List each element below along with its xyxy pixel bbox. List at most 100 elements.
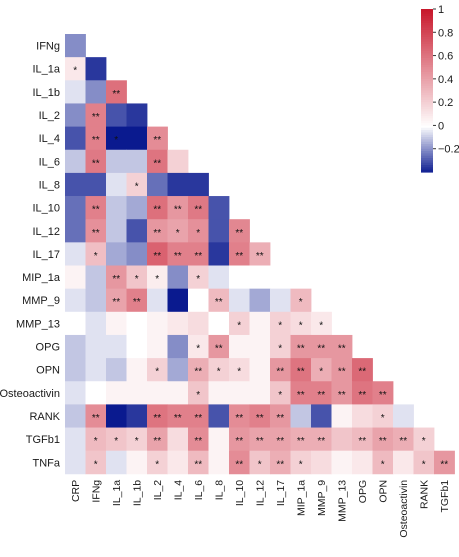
heatmap-cell xyxy=(126,311,148,336)
heatmap-cell xyxy=(167,358,189,382)
heatmap-cell xyxy=(65,196,86,220)
heatmap-cell xyxy=(270,265,291,290)
significance-marker: * xyxy=(278,344,282,355)
heatmap-cell xyxy=(270,334,291,359)
column-label: IL_8 xyxy=(214,480,226,501)
heatmap-cell xyxy=(208,196,230,220)
colorbar-segment xyxy=(421,41,433,45)
significance-marker: ** xyxy=(92,158,100,169)
colorbar-segment xyxy=(421,102,433,106)
heatmap-cell xyxy=(65,219,86,243)
heatmap-cell xyxy=(311,450,332,475)
column-label: MMP_9 xyxy=(316,480,328,516)
colorbar-tick-label: 0.2 xyxy=(438,97,453,109)
significance-marker: * xyxy=(94,459,98,470)
heatmap-cell xyxy=(65,57,86,81)
colorbar-segment xyxy=(421,92,433,96)
colorbar-segment xyxy=(421,99,433,103)
significance-marker: ** xyxy=(194,413,202,424)
heatmap-cell xyxy=(290,311,312,336)
heatmap-cell xyxy=(208,358,230,382)
colorbar-segment xyxy=(421,53,433,57)
significance-marker: ** xyxy=(276,459,284,470)
significance-marker: ** xyxy=(317,436,325,447)
colorbar-segment xyxy=(421,27,433,31)
column-label: IFNg xyxy=(91,480,103,503)
significance-marker: ** xyxy=(153,251,161,262)
colorbar-segment xyxy=(421,67,433,71)
heatmap-cell xyxy=(208,334,230,359)
heatmap-cell xyxy=(126,242,148,266)
heatmap-cell xyxy=(85,288,107,313)
heatmap-cell xyxy=(188,334,209,359)
heatmap-cell xyxy=(106,242,127,266)
heatmap-cell xyxy=(413,427,435,452)
heatmap-cell xyxy=(208,219,230,243)
colorbar-segment xyxy=(421,151,433,154)
colorbar-segment xyxy=(421,113,433,117)
column-label: IL_4 xyxy=(173,480,185,501)
heatmap-cell xyxy=(311,334,332,359)
column-label: IL_2 xyxy=(152,480,164,501)
heatmap-cell xyxy=(331,404,353,428)
heatmap-cell xyxy=(188,288,209,313)
significance-marker: ** xyxy=(194,436,202,447)
significance-marker: * xyxy=(196,228,200,239)
heatmap-cell xyxy=(393,427,414,452)
heatmap-cell xyxy=(290,334,312,359)
significance-marker: * xyxy=(114,436,118,447)
colorbar-segment xyxy=(421,15,433,19)
significance-marker: * xyxy=(217,367,221,378)
row-label: TNFa xyxy=(33,457,61,469)
heatmap-cell xyxy=(65,34,86,58)
significance-marker: ** xyxy=(297,436,305,447)
colorbar-segment xyxy=(421,39,433,43)
heatmap-cell xyxy=(106,288,127,313)
heatmap-cell xyxy=(167,219,189,243)
significance-marker: * xyxy=(237,320,241,331)
heatmap-cell xyxy=(393,450,414,475)
heatmap-cell xyxy=(167,450,189,475)
heatmap-cell xyxy=(352,358,373,382)
significance-marker: ** xyxy=(235,228,243,239)
heatmap-cell xyxy=(229,242,250,266)
heatmap-cell xyxy=(65,334,86,359)
colorbar-segment xyxy=(421,165,433,168)
colorbar-tick-label: −0.2 xyxy=(438,144,459,156)
colorbar-segment xyxy=(421,90,433,94)
significance-marker: ** xyxy=(92,112,100,123)
colorbar-segment xyxy=(421,85,433,89)
row-label: IL_1b xyxy=(32,87,60,99)
column-label: TGFb1 xyxy=(439,480,451,513)
heatmap-cell xyxy=(311,381,332,405)
significance-marker: ** xyxy=(194,459,202,470)
heatmap-cell xyxy=(188,265,209,290)
colorbar-segment xyxy=(421,25,433,29)
significance-marker: ** xyxy=(256,436,264,447)
row-label: Osteoactivin xyxy=(0,388,60,400)
row-label: MMP_9 xyxy=(22,295,60,307)
significance-marker: * xyxy=(278,320,282,331)
colorbar-segment xyxy=(421,78,433,82)
colorbar-segment xyxy=(421,46,433,50)
significance-marker: * xyxy=(299,297,303,308)
heatmap-cell xyxy=(229,450,250,475)
significance-marker: ** xyxy=(215,297,223,308)
heatmap-cell xyxy=(249,427,271,452)
heatmap-cell xyxy=(106,172,127,197)
heatmap-cell xyxy=(229,358,250,382)
significance-marker: ** xyxy=(215,344,223,355)
heatmap-cell xyxy=(188,196,209,220)
colorbar-segment xyxy=(421,60,433,64)
significance-marker: * xyxy=(278,390,282,401)
heatmap-cell xyxy=(290,427,312,452)
heatmap-cell xyxy=(208,427,230,452)
heatmap-cell xyxy=(147,288,168,313)
heatmap-cell xyxy=(126,358,148,382)
heatmap-cell xyxy=(126,103,148,127)
significance-marker: ** xyxy=(112,89,120,100)
heatmap-cell xyxy=(147,172,168,197)
column-label: IL_1a xyxy=(111,480,123,506)
significance-marker: ** xyxy=(153,135,161,146)
colorbar-segment xyxy=(421,50,433,54)
